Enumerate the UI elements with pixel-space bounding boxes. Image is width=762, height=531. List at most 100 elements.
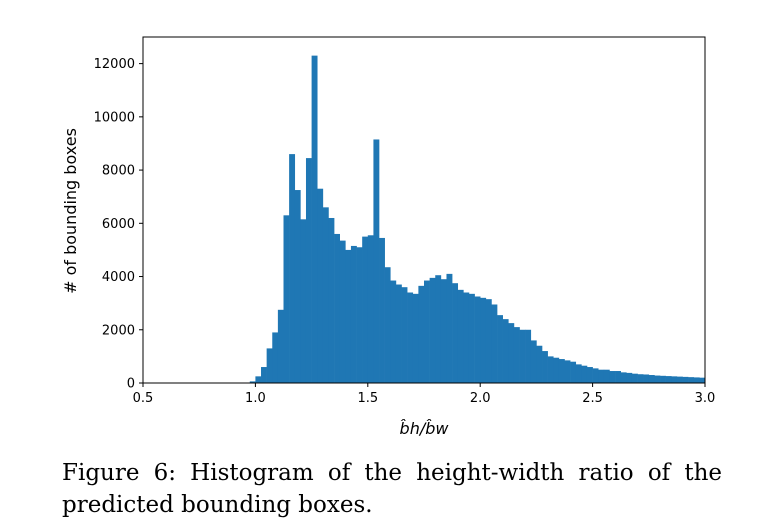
histogram-bar [249, 381, 256, 383]
histogram-bar [615, 371, 621, 383]
histogram-bar [586, 367, 593, 383]
histogram-bar [395, 284, 402, 383]
histogram-bar [485, 299, 492, 383]
histogram-bar [446, 273, 453, 383]
histogram-bars [244, 55, 706, 383]
histogram-bar [362, 236, 369, 383]
histogram-bar [575, 364, 582, 383]
histogram-bar [412, 293, 419, 383]
histogram-bar [305, 158, 312, 383]
histogram-bar [547, 356, 554, 383]
histogram-chart: 0.5 1.0 1.5 2.0 2.5 3.0 0 2000 4000 6000 8000 10000… [61, 36, 716, 438]
y-tick-label: 8000 [102, 164, 135, 179]
figure-caption: Figure 6: Histogram of the height-width … [62, 460, 722, 518]
histogram-bar [311, 55, 318, 383]
histogram-bar [356, 247, 363, 383]
y-axis-label: # of bounding boxes [61, 128, 80, 294]
histogram-bar [384, 267, 391, 383]
histogram-bar [570, 361, 577, 383]
histogram-bar [272, 332, 279, 383]
x-tick-label: 2.0 [470, 391, 491, 406]
y-tick-label: 2000 [102, 323, 135, 338]
histogram-bar [429, 277, 436, 383]
histogram-bar [553, 357, 560, 383]
histogram-bar [457, 289, 464, 383]
x-tick-label: 0.5 [133, 391, 154, 406]
histogram-bar [536, 345, 543, 383]
histogram-bar [350, 245, 357, 383]
histogram-bar [283, 215, 290, 383]
histogram-bar [317, 188, 324, 383]
histogram-bar [699, 377, 706, 383]
histogram-bar [525, 329, 532, 383]
histogram-bar [620, 372, 627, 383]
histogram-bar [626, 372, 633, 383]
y-tick-label: 10000 [94, 110, 135, 125]
histogram-bar [676, 376, 683, 383]
histogram-bar [603, 369, 610, 383]
histogram-bar [660, 375, 666, 383]
x-axis-label: b̂h/b̂w [400, 419, 450, 438]
histogram-bar [424, 280, 430, 383]
histogram-bar [631, 373, 638, 383]
histogram-bar [581, 365, 588, 383]
histogram-bar [345, 249, 352, 383]
x-tick-label: 1.5 [357, 391, 378, 406]
histogram-bar [255, 376, 262, 383]
histogram-bar [277, 309, 284, 383]
histogram-bar [654, 375, 661, 383]
histogram-bar [379, 237, 385, 383]
histogram-bar [542, 351, 548, 383]
histogram-bar [693, 377, 700, 383]
histogram-bar [463, 292, 470, 383]
histogram-bar [440, 279, 447, 383]
histogram-bar [401, 287, 408, 383]
histogram-bar [300, 219, 307, 383]
histogram-bar [390, 280, 397, 383]
histogram-bar [513, 327, 520, 383]
y-tick-label: 6000 [102, 217, 135, 232]
histogram-bar [671, 376, 678, 383]
histogram-bar [367, 235, 374, 383]
histogram-bar [508, 323, 515, 383]
y-tick-label: 0 [127, 377, 135, 392]
histogram-bar [294, 190, 301, 383]
histogram-bar [637, 374, 644, 383]
histogram-bar [558, 359, 565, 383]
histogram-bar [609, 371, 616, 383]
histogram-bar [648, 375, 655, 383]
histogram-bar [407, 292, 414, 383]
histogram-bar [497, 315, 503, 383]
histogram-bar [261, 367, 267, 383]
y-tick-label: 4000 [102, 270, 135, 285]
histogram-bar [339, 240, 346, 383]
histogram-bar [418, 285, 425, 383]
histogram-bar [598, 369, 605, 383]
histogram-bar [564, 360, 571, 383]
histogram-bar [480, 297, 487, 383]
plot-frame [142, 36, 706, 384]
x-tick-label: 1.0 [245, 391, 266, 406]
histogram-bar [435, 275, 442, 383]
histogram-bar [502, 319, 509, 383]
histogram-bar [682, 376, 689, 383]
histogram-bar [474, 296, 481, 383]
histogram-bar [334, 233, 340, 383]
histogram-bar [530, 340, 537, 383]
histogram-bar [665, 376, 672, 383]
x-tick-label: 2.5 [582, 391, 603, 406]
histogram-bar [643, 374, 650, 383]
histogram-bar [289, 154, 296, 383]
x-tick-label: 3.0 [695, 391, 716, 406]
histogram-bar [519, 329, 526, 383]
axes: 0.5 1.0 1.5 2.0 2.5 3.0 0 2000 4000 6000 8000 10000… [94, 36, 716, 406]
histogram-bar [266, 348, 273, 383]
histogram-bar [322, 207, 329, 383]
histogram-bar [328, 217, 335, 383]
histogram-bar [592, 368, 599, 383]
histogram-bar [491, 304, 498, 383]
histogram-bar [452, 283, 459, 383]
histogram-bar [688, 377, 695, 383]
histogram-bar [468, 293, 475, 383]
y-tick-label: 12000 [94, 57, 135, 72]
